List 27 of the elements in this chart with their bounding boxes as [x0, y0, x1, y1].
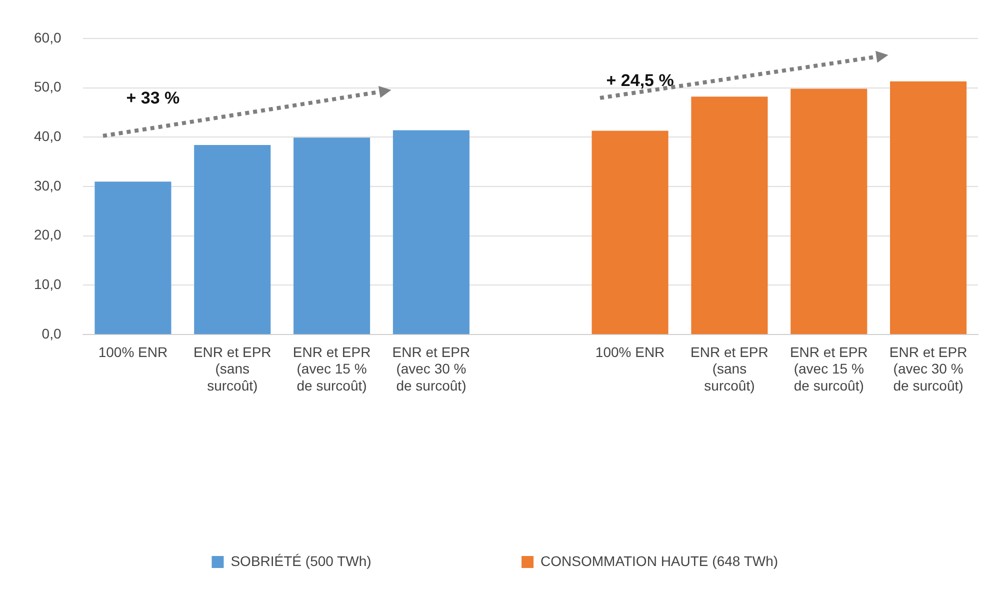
x-tick-label: ENR et EPR (avec 15 % de surcoût)	[292, 344, 371, 394]
x-tick-label: ENR et EPR (avec 30 % de surcoût)	[889, 344, 968, 394]
bar	[592, 130, 668, 334]
annotation: + 24,5 %	[606, 70, 674, 90]
y-tick-label: 50,0	[34, 78, 62, 95]
x-tick-label: ENR et EPR (sans surcoût)	[193, 344, 272, 394]
y-tick-label: 20,0	[34, 226, 62, 243]
y-tick-label: 40,0	[34, 128, 62, 144]
annotation: + 33 %	[126, 88, 180, 108]
x-tick-label: ENR et EPR (avec 15 % de surcoût)	[790, 344, 868, 394]
bar	[790, 88, 868, 334]
bar	[194, 145, 271, 334]
y-tick-label: 60,0	[34, 29, 62, 46]
legend-label: CONSOMMATION HAUTE (648 TWh)	[540, 552, 778, 569]
legend-label: SOBRIÉTÉ (500 TWh)	[230, 552, 372, 569]
y-tick-label: 0,0	[42, 325, 62, 342]
y-tick-label: 10,0	[34, 276, 62, 292]
y-tick-label: 30,0	[34, 177, 62, 194]
x-tick-label: ENR et EPR (avec 30 % de surcoût)	[392, 344, 470, 394]
x-tick-label: 100% ENR	[98, 344, 168, 360]
bar	[94, 182, 172, 334]
bar	[294, 138, 370, 334]
bar	[890, 81, 967, 334]
x-tick-label: ENR et EPR (sans surcoût)	[690, 344, 768, 394]
x-tick-label: 100% ENR	[595, 344, 665, 360]
bar	[392, 130, 470, 334]
bar	[691, 96, 768, 334]
